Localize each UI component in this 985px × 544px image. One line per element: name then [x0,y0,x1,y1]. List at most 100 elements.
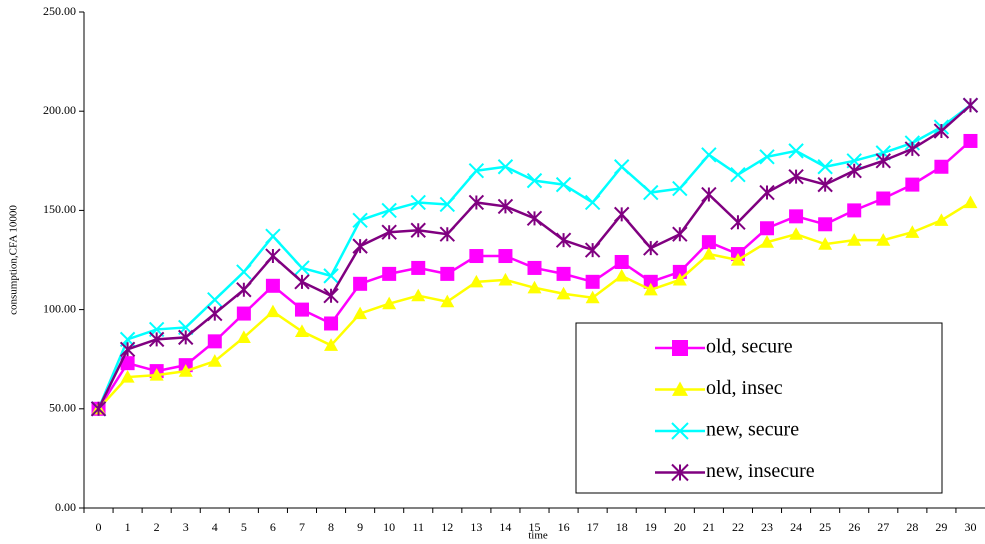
marker [207,305,223,322]
x-tick-label: 16 [558,520,570,534]
marker [352,238,368,254]
x-tick-label: 10 [383,520,395,534]
marker [265,248,281,264]
marker [294,260,310,276]
y-tick-label: 200.00 [43,103,76,117]
legend-box [575,322,943,494]
marker [469,249,484,264]
marker [148,331,165,348]
x-tick-label: 23 [761,520,773,534]
x-tick-label: 17 [587,520,599,534]
marker [905,177,920,192]
marker [847,203,862,218]
marker [613,206,630,223]
x-tick-label: 24 [790,520,802,534]
y-tick-label: 100.00 [43,301,76,315]
x-tick-label: 21 [703,520,715,534]
marker [933,123,950,139]
marker [323,288,339,304]
marker [904,141,921,157]
marker [643,274,658,289]
legend-label: new, insecure [706,460,815,482]
marker [643,240,659,256]
marker [788,168,804,185]
marker [497,198,514,215]
marker [236,264,252,280]
x-tick-label: 9 [357,520,363,534]
x-tick-label: 27 [877,520,889,534]
marker [324,316,339,331]
marker [788,143,804,159]
x-tick-label: 6 [270,520,276,534]
marker [178,329,194,346]
marker [323,268,339,284]
marker [701,186,717,203]
marker [701,247,716,260]
x-tick-label: 12 [441,520,453,534]
marker [584,242,601,258]
marker [410,222,426,238]
marker [585,290,600,304]
x-tick-label: 2 [154,520,160,534]
marker [526,210,543,227]
marker [730,166,746,183]
x-tick-label: 29 [935,520,947,534]
marker [497,159,514,175]
marker [498,272,513,286]
x-tick-label: 7 [299,520,305,534]
marker [439,196,456,213]
legend-marker [672,381,688,396]
marker [265,278,280,293]
marker [789,209,804,224]
y-tick-label: 0.00 [55,500,76,514]
x-tick-label: 28 [906,520,918,534]
marker [469,274,484,288]
marker [818,237,833,250]
x-axis-title: time [528,530,548,542]
x-tick-label: 25 [819,520,831,534]
x-tick-label: 20 [674,520,686,534]
marker [963,133,978,148]
marker [527,260,542,275]
legend-label: old, insec [706,377,783,399]
marker [411,288,426,302]
y-tick-label: 150.00 [43,202,76,216]
x-tick-label: 19 [645,520,657,534]
y-tick-label: 50.00 [49,401,76,415]
marker [876,233,891,246]
marker [934,213,949,226]
legend-marker [671,422,689,440]
marker [759,149,775,165]
legend-label: new, secure [706,419,799,441]
x-tick-label: 1 [125,520,131,534]
marker [730,253,745,266]
marker [962,97,979,113]
x-tick-label: 14 [499,520,511,534]
marker [701,147,717,163]
marker [847,233,862,246]
marker [934,159,949,174]
legend-marker [672,340,688,356]
marker [614,268,629,282]
marker [875,153,891,169]
x-tick-label: 22 [732,520,744,534]
marker [439,226,456,242]
x-tick-label: 8 [328,520,334,534]
marker [236,330,251,343]
marker [526,172,543,189]
marker [381,202,397,219]
marker [265,304,280,318]
marker [353,306,368,320]
marker [817,176,833,193]
marker [613,159,630,175]
marker [468,163,485,179]
marker [672,272,687,286]
x-tick-label: 3 [183,520,189,534]
marker [294,302,309,317]
marker [905,225,920,238]
x-tick-label: 26 [848,520,860,534]
marker [411,260,426,275]
marker [265,228,281,244]
marker [440,266,455,281]
